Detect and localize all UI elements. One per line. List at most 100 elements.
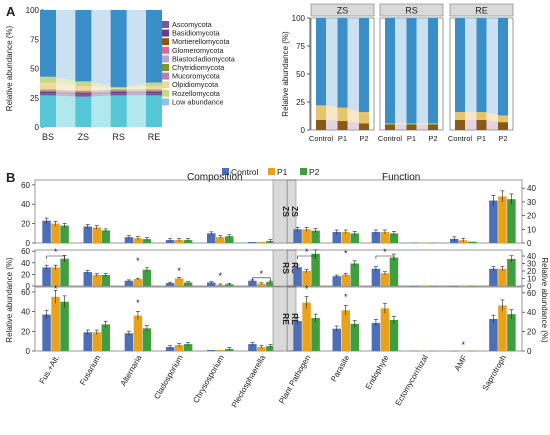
panel-b-composition-chart: 0 20 40 60 ZS 0 20 40 60 RS 0 20 40 60 RE Fus.+Alt. Fusa…: [21, 179, 300, 409]
b-right-bar-control: [332, 276, 341, 286]
b-right-bar-p2: [350, 233, 359, 243]
a-left-bar-chytridiomycota: [110, 90, 127, 91]
significance-marker: *: [344, 292, 348, 302]
a-left-bar-low-abundance: [75, 10, 92, 82]
a-right-bar-low-abundance: [476, 18, 487, 113]
a-right-bar-mid: [337, 107, 348, 122]
panel-a-left-chart: Relative abundance (%) 0 25 50 75 100 BS ZS RS RE: [5, 6, 162, 142]
legend-label-chytridiomycota: Chytridiomycota: [172, 63, 225, 72]
a-left-bar-basidiomycota: [146, 91, 162, 94]
b-right-y-tick-label: 30: [527, 198, 536, 207]
b-left-bar-p1: [257, 347, 266, 351]
b-left-y-tick-label: 20: [21, 270, 30, 279]
significance-marker: *: [136, 298, 140, 308]
a-left-y-tick-label: 0: [35, 123, 40, 132]
b-right-bar-p2: [389, 257, 399, 286]
b-right-bar-p2: [350, 323, 359, 351]
a-right-bar-base: [359, 123, 369, 130]
b-left-facet-frame: [34, 249, 283, 287]
b-left-bar-p1: [92, 227, 101, 243]
a-right-bar-low-abundance: [498, 18, 508, 116]
b-right-bar-p1: [341, 310, 350, 351]
b-right-y-tick-label: 20: [527, 328, 536, 337]
significance-marker: *: [218, 271, 222, 281]
significance-bracket: [46, 255, 65, 259]
b-right-bar-p2: [507, 199, 516, 243]
b-right-facet-frame: [286, 249, 523, 287]
a-right-bar-mid: [385, 123, 395, 125]
a-right-facet-strip: [310, 3, 375, 17]
b-right-y-tick-label: 60: [527, 289, 536, 298]
legend-label-basidiomycota: Basidiomycota: [172, 29, 220, 38]
b-left-bar-control: [207, 282, 216, 286]
a-left-bar-basidiomycota: [110, 91, 127, 94]
a-left-bar-basidiomycota: [75, 93, 92, 95]
a-right-bar-low-abundance: [455, 18, 465, 113]
a-left-bar-base: [146, 95, 162, 127]
a-right-bar-mid: [498, 115, 508, 123]
b-right-x-tick-label: Ectomycorrhizal: [394, 353, 430, 407]
b-right-y-tick-label: 0: [527, 282, 532, 291]
legend-swatch-low-abundance: [162, 98, 169, 106]
b-left-bar-control: [83, 226, 92, 243]
b-left-bar-p1: [51, 223, 60, 243]
b-left-bar-p2: [266, 281, 275, 286]
a-left-area-mucoromycota: [48, 89, 154, 92]
b-left-bar-p2: [142, 269, 152, 286]
a-left-bar-low-abundance: [110, 10, 127, 88]
a-right-bar-base: [406, 124, 417, 130]
b-right-bar-p2: [389, 233, 399, 243]
a-left-bar-rozellomycota: [146, 82, 162, 87]
a-right-y-tick-label: 25: [296, 98, 305, 107]
a-left-bar-mortierellomycota: [40, 91, 56, 92]
b-left-bar-p2: [266, 346, 275, 351]
b-right-bar-p2: [311, 230, 320, 243]
b-left-bar-p1: [51, 296, 60, 351]
a-left-bar-glomeromycota: [110, 90, 127, 92]
b-left-bar-control: [83, 272, 92, 286]
legend-swatch-basidiomycota: [162, 29, 169, 37]
a-left-bar-rozellomycota: [75, 81, 92, 87]
panel-b-label: B: [6, 170, 15, 185]
composition-title: Composition: [187, 172, 243, 183]
b-right-bar-p1: [498, 196, 507, 243]
b-left-bar-control: [124, 237, 134, 243]
legend-swatch-p1: [268, 168, 275, 175]
b-left-ylabel: Relative abundance (%): [5, 257, 14, 343]
b-left-bar-p1: [174, 345, 184, 351]
b-left-bar-p2: [142, 328, 152, 351]
b-left-bar-control: [124, 333, 134, 351]
a-left-bar-base: [110, 95, 127, 127]
a-right-bar-mid: [359, 112, 369, 124]
b-left-bar-control: [207, 233, 216, 243]
significance-marker: *: [305, 284, 309, 294]
b-left-bar-p2: [60, 225, 69, 243]
a-left-bar-rozellomycota: [110, 87, 127, 89]
a-right-bar-base: [337, 121, 348, 130]
b-left-x-tick-label: Cladosporium: [152, 353, 185, 401]
legend-label-rozellomycota: Rozellomycota: [172, 89, 221, 98]
a-left-area-rozellomycota: [48, 76, 154, 89]
legend-swatch-olpidiomycota: [162, 81, 169, 89]
a-right-bar-mid: [428, 123, 438, 125]
b-right-bar-control: [371, 232, 381, 243]
a-left-area-basidiomycota: [48, 91, 154, 95]
b-right-y-tick-label: 40: [527, 252, 536, 261]
b-left-y-tick-label: 0: [26, 347, 31, 356]
b-left-bar-p1: [92, 332, 101, 351]
b-right-bar-p1: [341, 274, 350, 286]
b-left-bar-p1: [92, 274, 101, 286]
significance-bracket: [252, 277, 271, 281]
legend-swatch-glomeromycota: [162, 46, 169, 54]
b-right-y-tick-label: 10: [527, 225, 536, 234]
a-right-facet-label: RS: [405, 6, 418, 16]
b-facet-label: RS: [281, 262, 291, 274]
b-left-y-tick-label: 40: [21, 308, 30, 317]
a-right-bar-mid: [406, 123, 417, 125]
b-left-bar-p1: [257, 283, 266, 286]
a-left-bar-base: [40, 95, 56, 127]
significance-marker: *: [344, 248, 348, 258]
legend-swatch-ascomycota: [162, 21, 169, 28]
b-right-bar-control: [332, 328, 341, 351]
